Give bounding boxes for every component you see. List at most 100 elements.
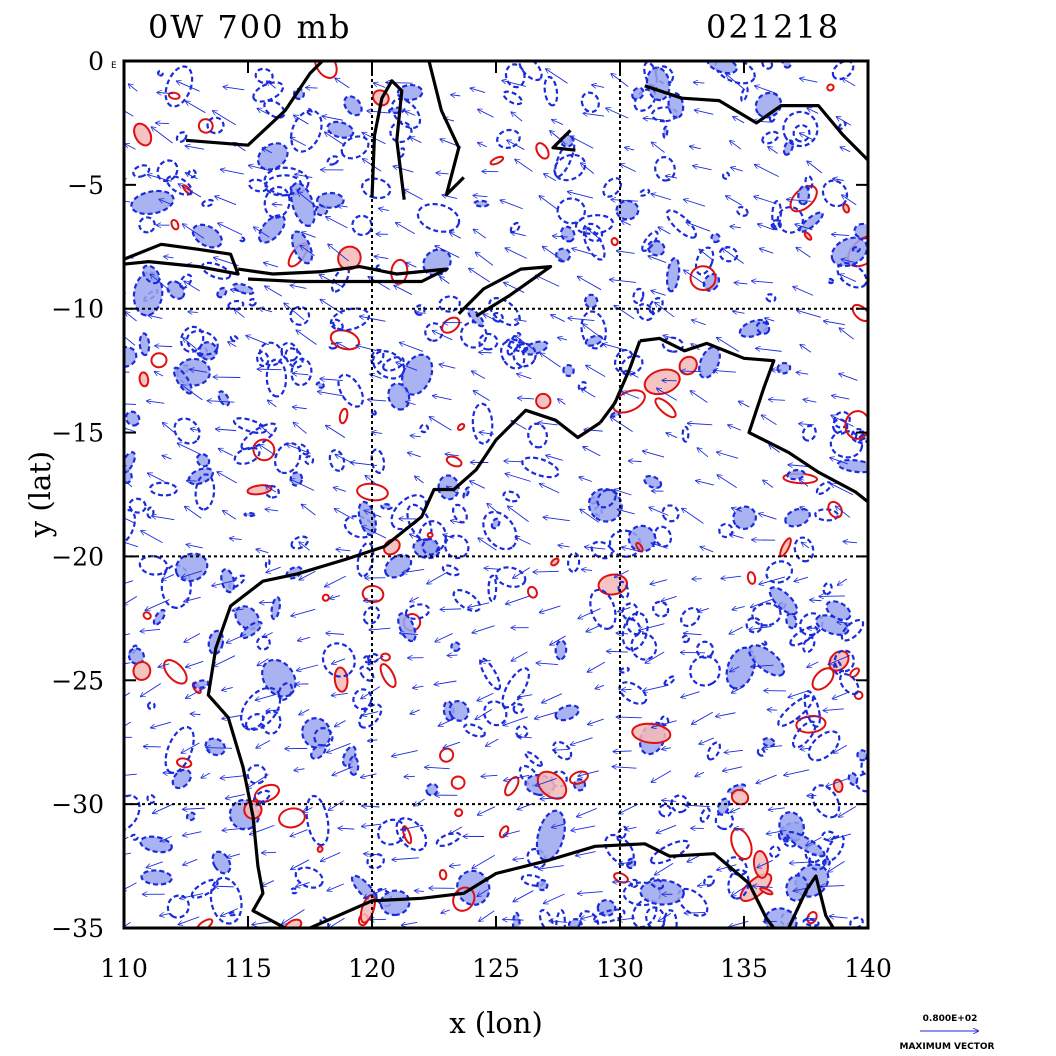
wind-vector bbox=[613, 767, 637, 769]
wind-vector bbox=[610, 417, 633, 433]
negative-anomaly-contour bbox=[825, 834, 845, 862]
y-tick-label: −25 bbox=[51, 666, 104, 695]
wind-vector bbox=[762, 415, 777, 425]
plot-background bbox=[124, 61, 868, 928]
wind-vector bbox=[723, 766, 743, 771]
positive-anomaly-contour bbox=[439, 747, 455, 763]
wind-vector bbox=[163, 423, 175, 433]
negative-anomaly-contour bbox=[527, 422, 549, 449]
wind-vector bbox=[256, 549, 269, 552]
negative-anomaly-contour bbox=[654, 156, 676, 182]
wind-vector bbox=[362, 526, 387, 539]
wind-vector bbox=[182, 385, 203, 401]
negative-anomaly-contour bbox=[636, 303, 655, 322]
negative-anomaly-contour bbox=[209, 876, 243, 925]
negative-anomaly-contour bbox=[638, 188, 651, 197]
negative-anomaly-contour bbox=[658, 803, 672, 818]
negative-anomaly-contour bbox=[379, 889, 411, 917]
negative-anomaly-contour bbox=[195, 453, 211, 468]
negative-anomaly-contour bbox=[206, 116, 225, 135]
negative-anomaly-contour bbox=[164, 726, 195, 774]
negative-anomaly-contour bbox=[370, 409, 377, 416]
wind-vector bbox=[800, 507, 809, 511]
negative-anomaly-contour bbox=[243, 512, 256, 518]
negative-anomaly-contour bbox=[284, 347, 304, 369]
wind-vector bbox=[433, 396, 452, 401]
positive-anomaly-contour bbox=[316, 845, 324, 853]
negative-anomaly-contour bbox=[593, 908, 626, 924]
wind-vector bbox=[603, 344, 629, 352]
wind-vector bbox=[543, 517, 570, 522]
negative-anomaly-contour bbox=[699, 807, 711, 823]
wind-vector bbox=[513, 567, 531, 579]
negative-anomaly-contour bbox=[146, 793, 156, 804]
negative-anomaly-contour bbox=[727, 868, 750, 900]
wind-vector bbox=[152, 516, 175, 521]
wind-vector bbox=[148, 473, 165, 482]
wind-vector bbox=[843, 541, 858, 542]
wind-vector bbox=[185, 507, 202, 519]
wind-vector bbox=[410, 137, 422, 144]
negative-anomaly-contour bbox=[851, 246, 861, 253]
negative-anomaly-contour bbox=[786, 469, 806, 481]
wind-vector bbox=[540, 353, 561, 368]
wind-vector bbox=[828, 860, 845, 872]
coastline-segment bbox=[644, 84, 868, 162]
wind-vector bbox=[183, 808, 205, 809]
wind-vector bbox=[451, 521, 463, 524]
negative-anomaly-contour bbox=[770, 219, 782, 231]
wind-vector bbox=[267, 81, 276, 89]
wind-vector bbox=[803, 399, 817, 402]
wind-vector bbox=[628, 372, 639, 378]
wind-vector bbox=[487, 504, 498, 513]
wind-vector bbox=[145, 599, 170, 611]
wind-vector bbox=[392, 750, 418, 757]
wind-vector bbox=[182, 570, 202, 577]
wind-vector bbox=[651, 543, 668, 549]
wind-vector bbox=[730, 226, 741, 227]
negative-anomaly-contour bbox=[740, 86, 749, 103]
x-tick-label: 140 bbox=[844, 954, 892, 983]
wind-vector bbox=[838, 578, 848, 585]
negative-anomaly-contour bbox=[290, 109, 323, 153]
negative-anomaly-contour bbox=[438, 295, 461, 313]
wind-vector bbox=[335, 78, 350, 89]
wind-vector bbox=[364, 887, 387, 898]
wind-vector bbox=[699, 249, 714, 261]
wind-vector bbox=[337, 343, 349, 350]
negative-anomaly-contour bbox=[482, 510, 518, 551]
wind-vector bbox=[823, 709, 844, 711]
wind-vector bbox=[784, 769, 810, 776]
negative-anomaly-contour bbox=[240, 422, 278, 451]
wind-vector bbox=[478, 109, 494, 118]
wind-vector bbox=[760, 249, 774, 254]
wind-vector bbox=[577, 807, 598, 816]
negative-anomaly-contour bbox=[247, 178, 268, 193]
negative-anomaly-contour bbox=[321, 642, 356, 678]
wind-vector bbox=[622, 547, 643, 553]
negative-anomaly-contour bbox=[661, 504, 680, 523]
negative-anomaly-contour bbox=[631, 86, 645, 101]
wind-vector bbox=[294, 115, 309, 125]
wind-vector bbox=[730, 666, 740, 672]
negative-anomaly-contour bbox=[421, 537, 440, 556]
negative-anomaly-contour bbox=[478, 332, 499, 351]
wind-vector bbox=[262, 148, 272, 154]
wind-vector bbox=[469, 268, 491, 283]
wind-vector bbox=[730, 141, 742, 150]
x-tick-label: 130 bbox=[596, 954, 644, 983]
negative-anomaly-contour bbox=[471, 402, 494, 445]
negative-anomaly-contour bbox=[822, 582, 833, 596]
wind-vector bbox=[656, 824, 677, 833]
positive-anomaly-contour bbox=[536, 770, 568, 800]
wind-vector bbox=[186, 173, 198, 180]
wind-vector bbox=[450, 865, 461, 866]
wind-vector bbox=[695, 771, 705, 776]
wind-vector bbox=[810, 600, 822, 601]
wind-vector bbox=[588, 661, 606, 672]
negative-anomaly-contour bbox=[329, 307, 371, 332]
wind-vector bbox=[558, 338, 568, 340]
wind-vector bbox=[181, 742, 200, 753]
negative-anomaly-contour bbox=[406, 503, 433, 542]
